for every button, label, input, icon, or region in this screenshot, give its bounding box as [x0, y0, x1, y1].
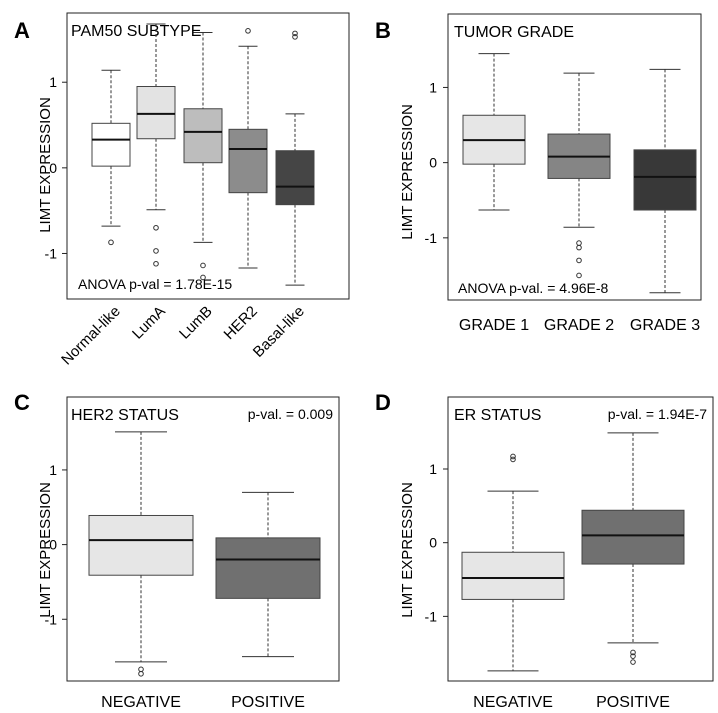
y-tick-label: -1 [425, 608, 438, 624]
y-tick-label: 0 [49, 537, 57, 553]
outlier-point [138, 670, 144, 677]
panel-c-letter: C [14, 390, 30, 415]
outlier-point [138, 666, 144, 673]
panel-a-letter: A [14, 18, 30, 43]
outlier-point [245, 28, 251, 34]
box-luma [136, 86, 176, 140]
y-tick-label: 1 [49, 462, 57, 478]
x-category-label: GRADE 3 [630, 317, 700, 334]
outlier-point [153, 260, 159, 267]
outlier-point [576, 240, 582, 246]
panel-d-stat: p-val. = 1.94E-7 [608, 406, 707, 422]
box-normal-like [91, 122, 131, 167]
panel-c-stat: p-val. = 0.009 [248, 406, 333, 422]
panel-c-ylabel: LIMT EXPRESSION [37, 482, 54, 618]
outlier-point [576, 244, 582, 251]
outlier-point [576, 272, 582, 279]
outlier-point [200, 262, 206, 269]
panel-c-boxes: 1 0 -1 NEGATIVE POSITIVE [45, 431, 321, 711]
x-category-label: Normal-like [58, 303, 124, 369]
outlier-point [292, 34, 298, 40]
x-category-label: LumB [176, 303, 216, 343]
outlier-point [510, 456, 516, 463]
panel-a-title: PAM50 SUBTYPE [71, 23, 201, 40]
panel-a-stat: ANOVA p-val = 1.78E-15 [78, 276, 232, 292]
y-tick-label: -1 [45, 245, 58, 261]
box-positive [215, 537, 321, 599]
panel-c: C LIMT EXPRESSION HER2 STATUS p-val. = 0… [14, 390, 340, 711]
box-her2 [228, 128, 268, 194]
x-category-label: POSITIVE [596, 694, 670, 711]
box-lumb [183, 108, 223, 164]
panel-b: B LIMT EXPRESSION TUMOR GRADE ANOVA p-va… [375, 13, 702, 334]
outlier-point [108, 239, 114, 246]
y-tick-label: 0 [49, 160, 57, 176]
panel-d-boxes: 1 0 -1 NEGATIVE POSITIVE [425, 432, 685, 711]
x-category-label: NEGATIVE [473, 694, 553, 711]
y-tick-label: 1 [429, 79, 437, 95]
outlier-point [510, 453, 516, 460]
outlier-point [153, 248, 159, 254]
box-negative [88, 514, 194, 576]
outlier-point [630, 653, 636, 659]
outlier-point [576, 257, 582, 264]
panel-b-letter: B [375, 18, 391, 43]
box-grade-3 [633, 149, 697, 211]
panel-d-plot-frame [447, 396, 714, 682]
x-category-label: POSITIVE [231, 694, 305, 711]
panel-c-plot-frame [66, 396, 340, 682]
outlier-point [200, 274, 206, 281]
x-category-label: HER2 [221, 303, 261, 343]
x-category-label: Basal-like [250, 303, 308, 361]
x-category-label: LumA [129, 303, 169, 343]
panel-d-ylabel: LIMT EXPRESSION [399, 482, 416, 618]
x-category-label: NEGATIVE [101, 694, 181, 711]
outlier-point [153, 224, 159, 231]
y-tick-label: 1 [429, 461, 437, 477]
x-category-label: GRADE 2 [544, 317, 614, 334]
panel-b-ylabel: LIMT EXPRESSION [399, 104, 416, 240]
outlier-point [292, 30, 298, 37]
outlier-point [630, 649, 636, 656]
panel-b-boxes: 1 0 -1 GRADE 1 GRADE 2 GRADE 3 [425, 53, 700, 334]
y-tick-label: 0 [429, 155, 437, 171]
y-tick-label: -1 [425, 230, 438, 246]
panel-b-plot-frame [447, 13, 702, 301]
panel-c-title: HER2 STATUS [71, 407, 179, 424]
y-tick-label: 1 [49, 74, 57, 90]
panel-a-ylabel: LIMT EXPRESSION [37, 97, 54, 233]
box-negative [461, 551, 565, 600]
y-tick-label: 0 [429, 535, 437, 551]
panel-a: A LIMT EXPRESSION PAM50 SUBTYPE ANOVA p-… [14, 12, 350, 369]
panel-d-title: ER STATUS [454, 407, 541, 424]
panel-d-letter: D [375, 390, 391, 415]
box-positive [581, 509, 685, 565]
panel-b-title: TUMOR GRADE [454, 24, 574, 41]
y-tick-label: -1 [45, 611, 58, 627]
x-category-label: GRADE 1 [459, 317, 529, 334]
box-basal-like [275, 150, 315, 206]
panel-b-stat: ANOVA p-val. = 4.96E-8 [458, 280, 609, 296]
outlier-point [630, 659, 636, 665]
panel-a-plot-frame [66, 12, 350, 300]
panel-d: D LIMT EXPRESSION ER STATUS p-val. = 1.9… [375, 390, 714, 711]
